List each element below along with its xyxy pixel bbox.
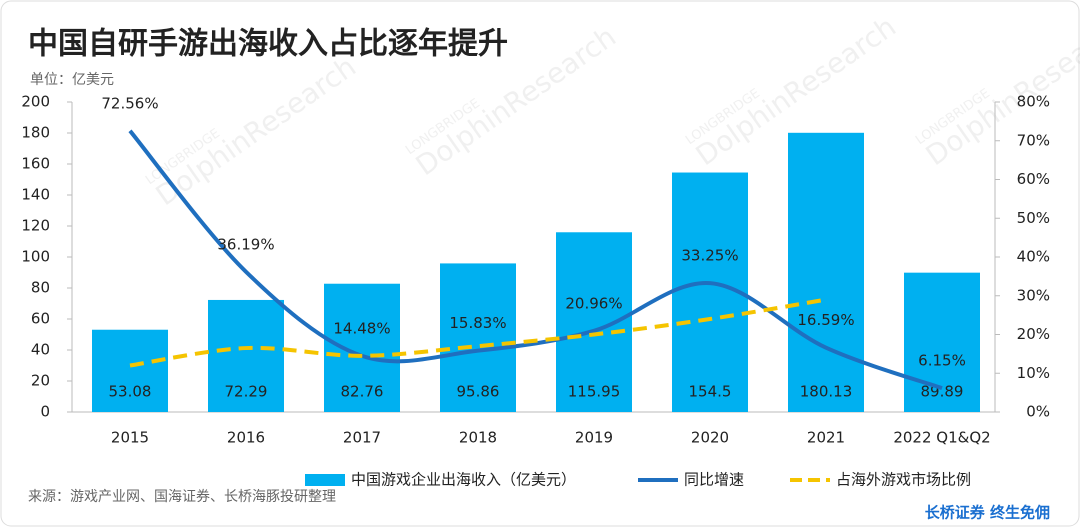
y-tick-label: 160: [21, 155, 50, 173]
dashed-line: [129, 297, 827, 368]
y-tick-label: 200: [21, 93, 50, 111]
x-tick-label: 2017: [343, 429, 381, 447]
y-tick-label: 20: [31, 372, 50, 390]
y2-tick-label: 0%: [1026, 403, 1050, 421]
y-tick-label: 80: [31, 279, 50, 297]
legend-label: 同比增速: [684, 471, 744, 489]
chart-title: 中国自研手游出海收入占比逐年提升: [28, 27, 508, 62]
y2-tick-label: 20%: [1017, 325, 1050, 343]
y2-tick-label: 80%: [1017, 93, 1050, 111]
x-tick-label: 2021: [807, 429, 845, 447]
x-tick-label: 2022 Q1&Q2: [893, 429, 990, 447]
y-tick-label: 0: [40, 403, 50, 421]
bar-value-label: 154.5: [689, 383, 732, 401]
y2-tick-label: 30%: [1017, 286, 1050, 304]
bar-value-label: 95.86: [457, 383, 500, 401]
legend-swatch: [305, 474, 345, 486]
line-value-label: 20.96%: [565, 294, 622, 312]
source: 来源：游戏产业网、国海证券、长桥海豚投研整理: [28, 489, 336, 505]
y2-tick-label: 60%: [1017, 170, 1050, 188]
unit-label: 单位：亿美元: [30, 72, 114, 88]
y-tick-label: 120: [21, 217, 50, 235]
legend-label: 中国游戏企业出海收入（亿美元）: [351, 471, 576, 489]
x-tick-label: 2020: [691, 429, 729, 447]
x-tick-label: 2018: [459, 429, 497, 447]
bar: [440, 263, 516, 412]
bar-value-label: 89.89: [921, 383, 964, 401]
bar-value-label: 82.76: [341, 383, 384, 401]
line-value-label: 33.25%: [681, 247, 738, 265]
line-value-label: 36.19%: [217, 235, 274, 253]
bar: [904, 272, 980, 412]
y-tick-label: 140: [21, 186, 50, 204]
bar: [208, 299, 284, 412]
y-tick-label: 180: [21, 124, 50, 142]
y2-tick-label: 70%: [1017, 131, 1050, 149]
line-value-label: 72.56%: [101, 94, 158, 112]
x-tick-label: 2015: [111, 429, 149, 447]
y2-tick-label: 40%: [1017, 248, 1050, 266]
bar-value-label: 72.29: [225, 383, 268, 401]
y-tick-label: 60: [31, 310, 50, 328]
y-tick-label: 100: [21, 248, 50, 266]
y-tick-label: 40: [31, 341, 50, 359]
bar: [92, 329, 168, 412]
bar-value-label: 53.08: [109, 383, 152, 401]
line-value-label: 6.15%: [918, 352, 966, 370]
bar-value-label: 115.95: [568, 383, 621, 401]
legend-label: 占海外游戏市场比例: [836, 471, 971, 489]
x-tick-label: 2019: [575, 429, 613, 447]
footer: 长桥证券 终生免佣: [925, 504, 1050, 522]
bar: [324, 283, 400, 412]
bar: [788, 132, 864, 412]
line-value-label: 15.83%: [449, 314, 506, 332]
line: [128, 129, 943, 391]
bar-value-label: 180.13: [800, 383, 853, 401]
line-value-label: 16.59%: [797, 311, 854, 329]
y2-tick-label: 10%: [1017, 364, 1050, 382]
x-tick-label: 2016: [227, 429, 265, 447]
line-value-label: 14.48%: [333, 319, 390, 337]
y2-tick-label: 50%: [1017, 209, 1050, 227]
